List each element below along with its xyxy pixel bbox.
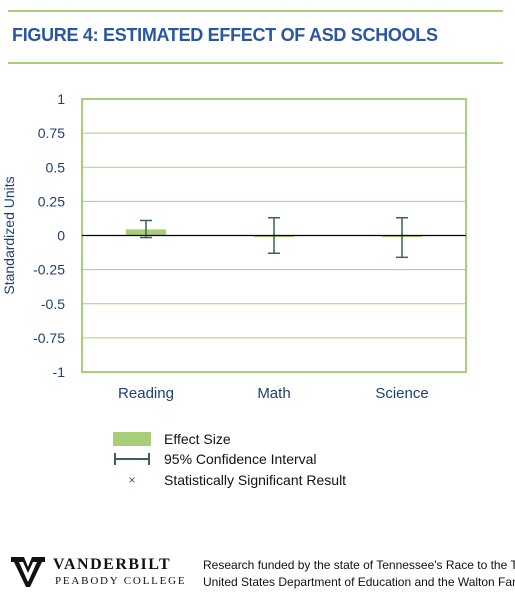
top-rule (8, 10, 503, 12)
y-tick-label: 0.75 (38, 125, 65, 141)
legend-effect-size: Effect Size (112, 430, 231, 448)
legend-significant-label: Statistically Significant Result (164, 472, 347, 488)
x-tick-label: Science (375, 385, 428, 402)
legend-confidence-interval: 95% Confidence Interval (112, 450, 317, 468)
x-tick-label: Math (257, 385, 290, 402)
funding-note: Research funded by the state of Tennesse… (203, 557, 515, 591)
vanderbilt-v-icon (11, 557, 45, 587)
bar-chart: 1 0.75 0.5 0.25 0 -0.25 -0.5 -0.75 -1 Standardize… (1, 91, 467, 402)
y-tick-label: 0 (57, 228, 65, 244)
y-tick-label: -1 (53, 364, 66, 380)
effect-size-swatch (112, 430, 152, 448)
legend-effect-size-label: Effect Size (164, 431, 231, 447)
legend-ci-label: 95% Confidence Interval (164, 451, 317, 467)
cross-icon: × (128, 473, 136, 487)
funding-note-line-2: United States Department of Education an… (203, 575, 515, 589)
y-tick-label: -0.5 (41, 296, 65, 312)
y-axis-label: Standardized Units (1, 176, 17, 294)
x-tick-label: Reading (118, 385, 174, 402)
error-bar-icon (112, 450, 152, 468)
logo-subtitle: PEABODY COLLEGE (55, 575, 187, 587)
page-title: FIGURE 4: ESTIMATED EFFECT OF ASD SCHOOL… (12, 25, 438, 45)
y-tick-label: 0.5 (46, 159, 66, 175)
y-tick-label: -0.75 (33, 330, 65, 346)
legend-significant: × Statistically Significant Result (112, 471, 346, 489)
vanderbilt-logo: VANDERBILT PEABODY COLLEGE (10, 553, 190, 593)
y-tick-label: 0.25 (38, 193, 65, 209)
y-tick-label: 1 (57, 91, 65, 107)
logo-wordmark: VANDERBILT (53, 556, 172, 573)
funding-note-line-1: Research funded by the state of Tennesse… (203, 558, 515, 572)
title-rule (8, 62, 503, 64)
y-tick-label: -0.25 (33, 262, 65, 278)
